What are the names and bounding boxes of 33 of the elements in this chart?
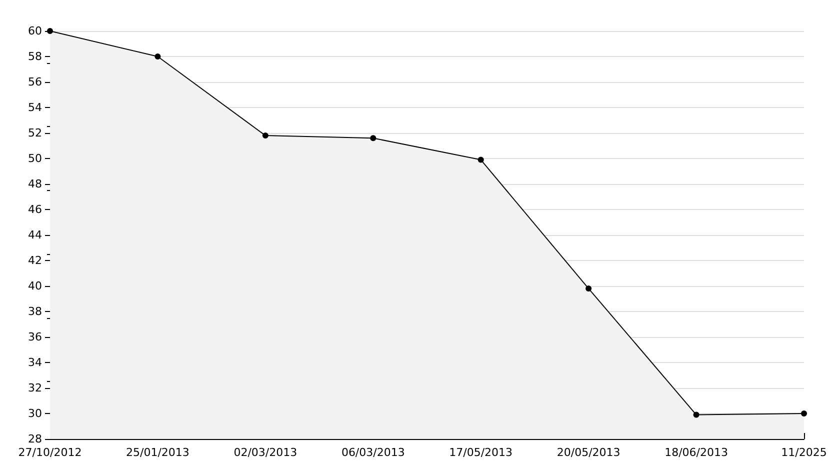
y-tick-label: 60 <box>28 24 42 38</box>
point <box>586 286 592 292</box>
point <box>693 412 700 418</box>
point <box>47 28 53 34</box>
y-tick-label: 56 <box>28 76 42 88</box>
point <box>478 156 484 163</box>
y-tick-label: 34 <box>28 356 42 369</box>
point <box>801 410 807 416</box>
x-tick-label: 25/01/2013 <box>126 446 190 459</box>
x-tick-label: 18/06/2013 <box>664 446 728 459</box>
point <box>154 54 161 60</box>
y-tick-label: 28 <box>28 432 42 446</box>
x-tick-label: 27/10/2012 <box>18 446 82 459</box>
y-tick-label: 54 <box>28 101 42 114</box>
x-tick-label: 06/03/2013 <box>341 446 405 459</box>
x-tick-label: 17/05/2013 <box>449 446 513 459</box>
point <box>262 132 268 139</box>
y-tick-label: 52 <box>28 126 42 140</box>
y-tick-label: 58 <box>28 50 42 63</box>
x-tick-label: 20/05/2013 <box>556 446 620 459</box>
y-tick-label: 36 <box>28 330 42 344</box>
y-tick-label: 42 <box>28 254 42 267</box>
y-tick-label: 32 <box>28 382 42 394</box>
y-tick-label: 38 <box>28 305 42 318</box>
x-tick-label: 11/2025 <box>781 446 827 459</box>
x-tick-label: 02/03/2013 <box>234 446 298 459</box>
y-tick-label: 46 <box>28 203 42 216</box>
y-tick-label: 30 <box>28 407 42 420</box>
y-tick-label: 44 <box>28 228 42 242</box>
point <box>370 135 376 142</box>
y-tick-label: 50 <box>28 152 42 165</box>
y-tick-label: 48 <box>28 178 42 190</box>
y-tick-label: 40 <box>28 280 42 292</box>
